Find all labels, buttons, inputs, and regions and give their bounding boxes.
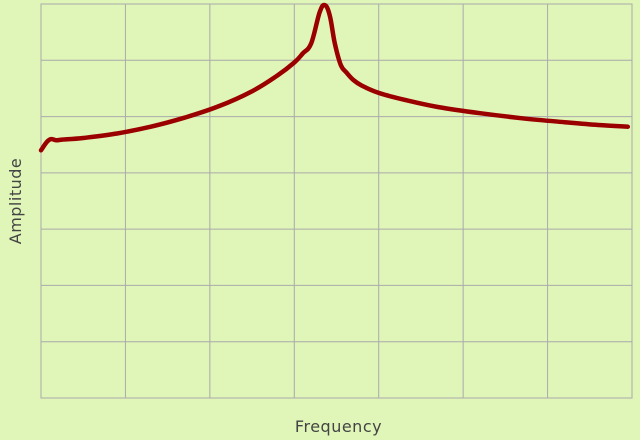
- plot-area: [40, 3, 633, 399]
- series-line: [38, 2, 631, 153]
- vertical-gridlines: [124, 4, 549, 398]
- x-axis-title: Frequency: [295, 417, 382, 436]
- plot-background: [40, 3, 633, 399]
- horizontal-gridlines: [41, 59, 632, 343]
- y-axis-title: Amplitude: [6, 158, 25, 245]
